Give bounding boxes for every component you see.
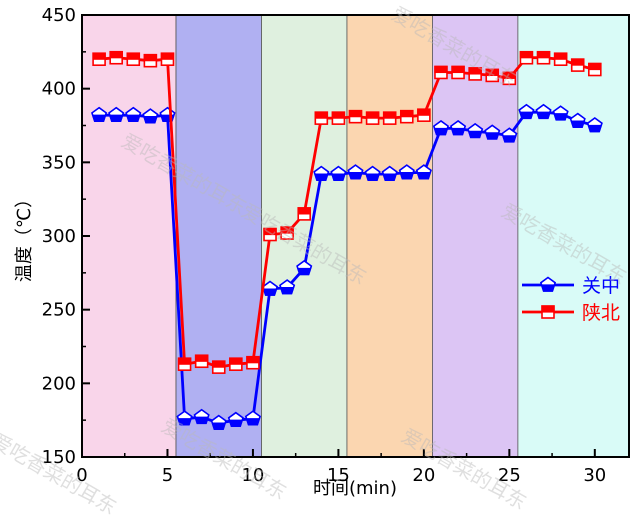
- data-point: [415, 164, 432, 180]
- data-point: [227, 411, 244, 428]
- data-point: [535, 103, 552, 120]
- axes: 0 5 10 15 20 25 30 150 200 250 300 350 400 450: [42, 5, 607, 486]
- data-point: [143, 53, 158, 68]
- x-axis-title: 时间(min): [313, 478, 397, 499]
- series-2: [92, 50, 602, 374]
- legend-label: 关中: [582, 275, 620, 297]
- data-point: [279, 279, 296, 295]
- data-point: [246, 355, 260, 370]
- x-tick-label: 0: [76, 465, 87, 486]
- x-tick-label: 15: [327, 465, 350, 486]
- y-axis-title: 温度（℃）: [14, 190, 35, 282]
- data-point: [229, 357, 243, 371]
- data-point: [297, 207, 312, 221]
- data-point: [244, 410, 262, 426]
- legend-marker: [541, 305, 555, 319]
- data-point: [296, 259, 313, 276]
- background-band: [432, 15, 519, 457]
- data-point: [263, 227, 277, 242]
- background-band: [175, 15, 262, 457]
- x-tick-label: 25: [498, 465, 521, 486]
- background-bands: [82, 15, 629, 457]
- data-point: [176, 410, 193, 426]
- x-tick-label: 5: [162, 465, 173, 486]
- data-point: [330, 165, 347, 181]
- data-point: [193, 408, 210, 425]
- data-point: [331, 111, 346, 125]
- data-point: [553, 52, 568, 67]
- data-point: [501, 127, 518, 143]
- data-point: [417, 108, 431, 122]
- y-tick-label: 150: [42, 447, 76, 468]
- data-point: [432, 119, 450, 136]
- legend-label: 陕北: [582, 302, 620, 324]
- data-point: [451, 65, 465, 80]
- data-point: [569, 112, 586, 128]
- y-tick-label: 450: [42, 5, 76, 26]
- data-point: [142, 108, 159, 124]
- data-point: [194, 354, 209, 369]
- data-point: [177, 357, 192, 371]
- background-band: [517, 15, 629, 457]
- data-point: [348, 109, 363, 124]
- series-layer: [91, 50, 603, 430]
- data-point: [518, 103, 535, 120]
- data-point: [280, 226, 294, 240]
- y-tick-label: 350: [42, 152, 76, 173]
- data-point: [570, 58, 585, 72]
- data-point: [502, 71, 517, 86]
- data-point: [399, 109, 414, 124]
- data-point: [210, 414, 227, 430]
- data-point: [382, 111, 397, 125]
- data-point: [109, 50, 123, 65]
- data-point: [125, 106, 142, 123]
- data-point: [398, 164, 415, 180]
- data-point: [586, 117, 603, 133]
- data-point: [467, 122, 484, 139]
- y-tick-label: 250: [42, 300, 76, 321]
- data-point: [381, 165, 398, 181]
- legend-marker: [539, 276, 557, 292]
- y-tick-label: 300: [42, 226, 76, 247]
- legend-item: 关中: [522, 275, 620, 297]
- x-tick-label: 30: [583, 465, 606, 486]
- background-band: [261, 15, 348, 457]
- y-tick-label: 400: [42, 79, 76, 100]
- data-point: [449, 119, 467, 136]
- data-point: [211, 360, 226, 374]
- data-point: [314, 111, 329, 125]
- data-point: [485, 68, 500, 83]
- background-band: [82, 15, 177, 457]
- data-point: [364, 165, 381, 181]
- x-tick-label: 20: [412, 465, 435, 486]
- data-point: [484, 124, 501, 140]
- x-tick-label: 10: [241, 465, 264, 486]
- data-point: [126, 52, 141, 67]
- background-band: [346, 15, 433, 457]
- data-point: [588, 62, 602, 77]
- y-tick-label: 200: [42, 373, 76, 394]
- data-point: [434, 65, 448, 80]
- data-point: [92, 52, 106, 67]
- data-point: [536, 50, 551, 65]
- data-point: [313, 165, 330, 181]
- data-point: [160, 52, 175, 67]
- data-point: [468, 67, 482, 81]
- legend-item: 陕北: [522, 302, 620, 324]
- data-point: [347, 164, 364, 180]
- data-point: [365, 111, 380, 125]
- data-point: [519, 50, 534, 65]
- data-point: [552, 105, 569, 121]
- data-point: [108, 106, 125, 123]
- data-point: [91, 106, 108, 123]
